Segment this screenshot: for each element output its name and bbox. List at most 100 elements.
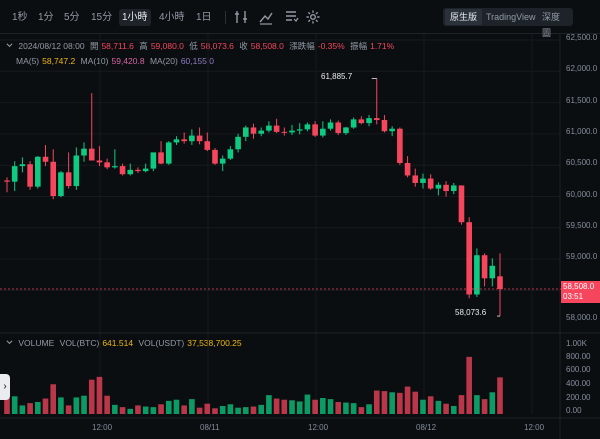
- interval-1d[interactable]: 1日: [196, 12, 212, 23]
- interval-1h[interactable]: 1小時: [119, 9, 151, 26]
- candle-body: [88, 148, 95, 161]
- low-value: 58,073.6: [200, 41, 234, 51]
- candle-body: [389, 128, 395, 132]
- indicator-settings-icon[interactable]: [233, 9, 249, 25]
- volume-bar: [173, 399, 180, 414]
- candle-body: [219, 158, 226, 164]
- time-tick: 12:00: [524, 423, 545, 432]
- candle-body: [196, 135, 203, 142]
- volume-bar: [35, 402, 41, 414]
- price-tick: 60,500.0: [566, 158, 598, 167]
- collapse-chevron-icon[interactable]: [6, 42, 13, 49]
- candle-body: [266, 125, 272, 131]
- time-tick: 08/12: [416, 423, 437, 432]
- volume-row: VOLUME VOL(BTC) 641.514 VOL(USDT) 37,538,7…: [6, 338, 245, 348]
- candle-body: [404, 162, 411, 176]
- candle-body: [412, 175, 419, 183]
- candle-body: [420, 178, 426, 183]
- view-depth[interactable]: 深度圖: [542, 12, 561, 38]
- view-native[interactable]: 原生版: [445, 9, 483, 25]
- volume-bar: [150, 407, 157, 414]
- volume-bar: [266, 395, 272, 414]
- volume-bar: [289, 400, 295, 414]
- volume-bar: [343, 402, 349, 414]
- volume-bar: [373, 390, 380, 414]
- volume-bar: [304, 394, 311, 414]
- volume-bar: [4, 397, 10, 414]
- volume-tick: 0.00: [566, 406, 582, 415]
- candle-body: [281, 131, 288, 133]
- drawing-tool-icon[interactable]: [258, 9, 274, 25]
- candle-body: [204, 141, 211, 150]
- volume-bar: [219, 406, 226, 414]
- chart-type-icon[interactable]: [283, 9, 299, 25]
- interval-1s[interactable]: 1秒: [12, 12, 28, 23]
- volume-bar: [296, 401, 303, 414]
- ohlc-date: 2024/08/12 08:00: [18, 41, 85, 51]
- candle-body: [212, 149, 218, 164]
- candle-body: [289, 130, 295, 133]
- candle-body: [481, 255, 488, 279]
- close-label: 收: [239, 41, 248, 51]
- candle-body: [50, 161, 57, 197]
- candle-body: [104, 162, 110, 168]
- volume-bar: [81, 395, 87, 414]
- volume-bar: [443, 403, 449, 414]
- volume-bar: [119, 407, 126, 414]
- interval-5m[interactable]: 5分: [64, 12, 80, 23]
- candle-body: [65, 172, 72, 187]
- volume-tick: 800.00: [566, 352, 591, 361]
- volume-label: VOLUME: [18, 338, 55, 348]
- ma20-value: 60,155.0: [180, 56, 214, 66]
- volume-bar: [142, 406, 149, 414]
- gear-icon[interactable]: [305, 9, 321, 25]
- ma5-value: 58,747.2: [42, 56, 76, 66]
- candle-body: [127, 169, 134, 175]
- interval-15m[interactable]: 15分: [91, 12, 113, 23]
- volume-bar: [497, 377, 503, 414]
- low-annotation: 58,073.6: [455, 308, 487, 317]
- candle-body: [489, 265, 496, 279]
- interval-1m[interactable]: 1分: [38, 12, 54, 23]
- volume-bar: [127, 408, 134, 414]
- candle-body: [150, 152, 157, 169]
- close-value: 58,508.0: [250, 41, 284, 51]
- expand-chevron-icon[interactable]: ›: [0, 374, 10, 400]
- candle-body: [35, 156, 41, 187]
- candle-body: [27, 164, 33, 187]
- price-tick: 62,500.0: [566, 33, 598, 42]
- high-value: 59,080.0: [150, 41, 184, 51]
- view-tradingview[interactable]: TradingView: [486, 12, 536, 22]
- current-price-value: 58,508.0: [563, 282, 595, 291]
- candle-body: [227, 149, 234, 159]
- volume-bar: [412, 391, 419, 414]
- high-annotation: 61,885.7: [321, 72, 353, 81]
- toolbar-divider: [225, 11, 226, 24]
- volume-bar: [404, 386, 411, 414]
- volume-bar: [481, 399, 488, 414]
- toolbar: 1秒 1分 5分 15分 1小時 4小時 1日 原生版 TradingView …: [0, 0, 600, 38]
- candle-body: [312, 124, 318, 136]
- volume-bar: [227, 404, 234, 414]
- interval-4h[interactable]: 4小時: [159, 12, 185, 23]
- volume-usdt-label: VOL(USDT): [138, 338, 185, 348]
- volume-bar: [58, 397, 64, 414]
- volume-bar: [88, 379, 95, 414]
- candle-body: [327, 122, 334, 129]
- candle-body: [258, 130, 265, 134]
- candle-body: [497, 276, 503, 289]
- price-tick: 61,000.0: [566, 127, 598, 136]
- volume-btc-value: 641.514: [102, 338, 134, 348]
- candle-body: [373, 118, 380, 120]
- candle-body: [11, 166, 18, 182]
- volume-collapse-icon[interactable]: [6, 339, 13, 346]
- price-tick: 59,500.0: [566, 221, 598, 230]
- volume-bar: [158, 404, 164, 414]
- volume-bar: [135, 405, 141, 414]
- volume-bar: [458, 395, 465, 414]
- candle-body: [343, 127, 349, 134]
- volume-usdt-value: 37,538,700.25: [187, 338, 242, 348]
- candle-body: [112, 166, 118, 168]
- volume-bar: [242, 407, 249, 414]
